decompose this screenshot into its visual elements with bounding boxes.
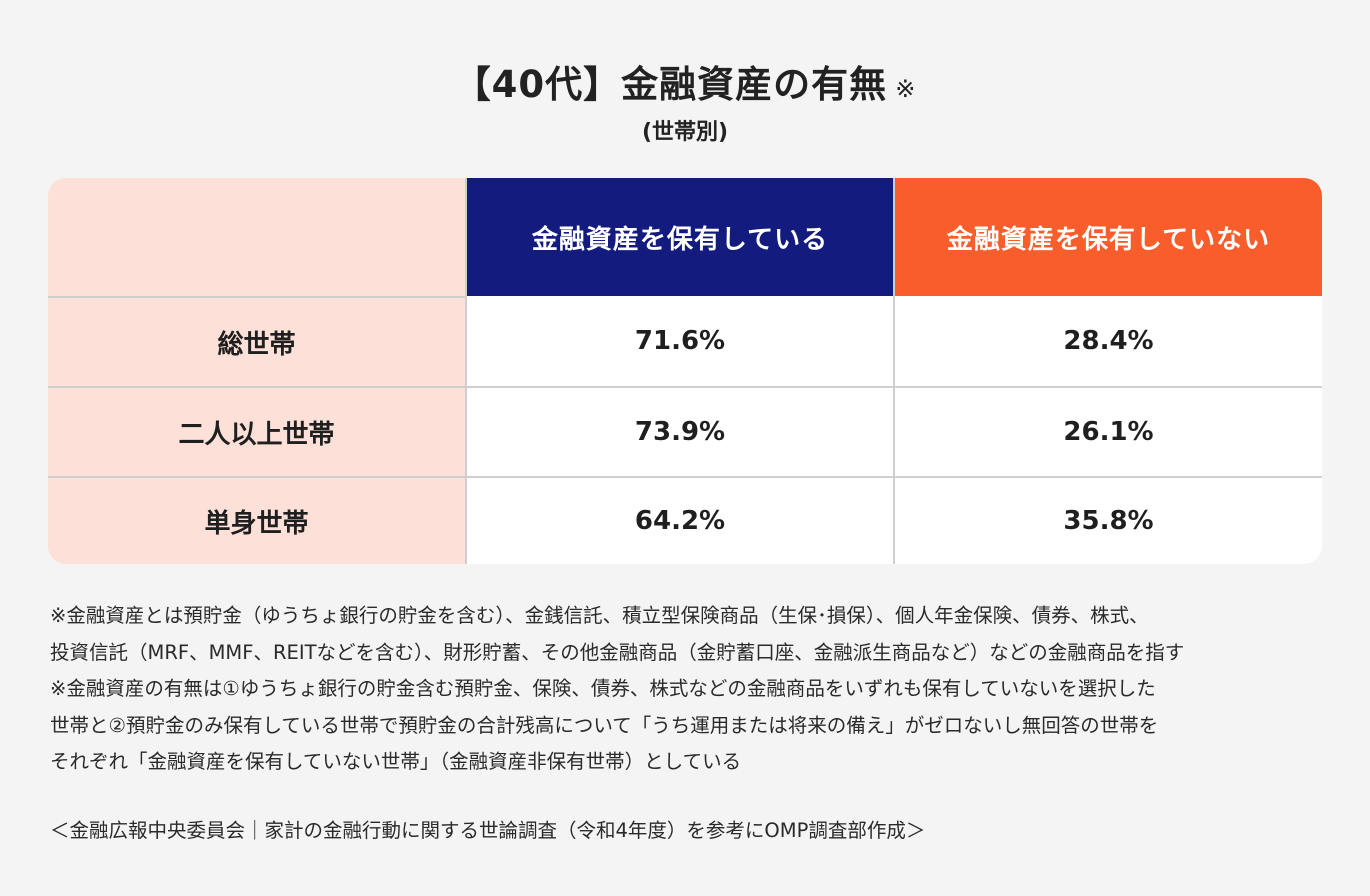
footnote-line: ※金融資産の有無は①ゆうちょ銀行の貯金含む預貯金、保険、債券、株式などの金融商品… <box>50 677 1156 700</box>
chart-title-text: 【40代】金融資産の有無 <box>453 63 888 106</box>
table-corner-cell <box>48 178 467 296</box>
row-label-total: 総世帯 <box>48 296 467 386</box>
value-two-plus-not: 26.1% <box>893 386 1322 476</box>
footnotes: ※金融資産とは預貯金（ゆうちょ銀行の貯金を含む）、金銭信託、積立型保険商品（生保… <box>50 598 1350 781</box>
footnote-line: 投資信託（MRF、MMF、REITなどを含む）、財形貯蓄、その他金融商品（金貯蓄… <box>50 640 1185 664</box>
footnote-line: それぞれ「金融資産を保有していない世帯」（金融資産非保有世帯）としている <box>50 750 742 773</box>
chart-title: 【40代】金融資産の有無 ※ <box>0 54 1370 108</box>
asset-table: 金融資産を保有している 金融資産を保有していない 総世帯 71.6% 28.4%… <box>48 178 1322 564</box>
value-single-has: 64.2% <box>467 476 893 564</box>
footnote-line: ※金融資産とは預貯金（ゆうちょ銀行の貯金を含む）、金銭信託、積立型保険商品（生保… <box>50 604 1149 627</box>
row-label-single: 単身世帯 <box>48 476 467 564</box>
value-total-has: 71.6% <box>467 296 893 386</box>
value-total-not: 28.4% <box>893 296 1322 386</box>
footnote-line: 世帯と②預貯金のみ保有している世帯で預貯金の合計残高について「うち運用または将来… <box>50 713 1159 737</box>
header-has-assets: 金融資産を保有している <box>467 178 893 296</box>
header-no-assets: 金融資産を保有していない <box>893 178 1322 296</box>
value-single-not: 35.8% <box>893 476 1322 564</box>
row-label-two-plus: 二人以上世帯 <box>48 386 467 476</box>
title-footnote-mark: ※ <box>895 75 917 103</box>
source-credit: ＜金融広報中央委員会｜家計の金融行動に関する世論調査（令和4年度）を参考にOMP… <box>50 819 926 842</box>
chart-subtitle: (世帯別) <box>641 120 729 145</box>
value-two-plus-has: 73.9% <box>467 386 893 476</box>
